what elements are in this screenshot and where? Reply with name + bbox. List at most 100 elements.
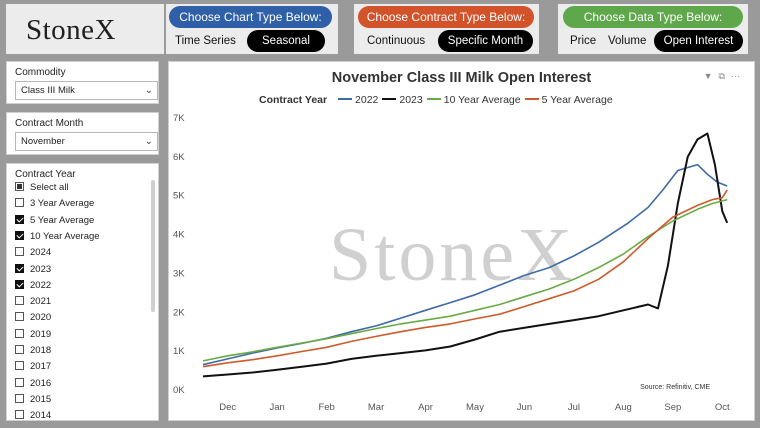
contract-year-item[interactable]: 2017 xyxy=(15,360,51,374)
contract-year-item-label: 2016 xyxy=(30,377,52,389)
legend-label: 2023 xyxy=(399,94,423,106)
contract-month-panel: Contract Month November ⌄ xyxy=(6,112,159,155)
legend-swatch xyxy=(338,98,353,100)
data-type-option-volume[interactable]: Volume xyxy=(608,35,647,47)
checkbox[interactable] xyxy=(15,345,24,354)
checkbox[interactable] xyxy=(15,230,24,240)
filter-icon[interactable]: ▼ xyxy=(703,71,719,81)
x-tick-label: Sep xyxy=(664,402,681,413)
x-tick-label: Aug xyxy=(615,402,632,413)
x-tick-label: Oct xyxy=(715,402,730,413)
data-type-title: Choose Data Type Below: xyxy=(563,6,743,28)
chart-type-option-seasonal[interactable]: Seasonal xyxy=(247,30,325,52)
contract-type-title: Choose Contract Type Below: xyxy=(358,6,534,28)
contract-month-label: Contract Month xyxy=(15,118,84,129)
y-tick-label: 6K xyxy=(173,152,185,163)
contract-year-item[interactable]: 2021 xyxy=(15,295,51,309)
contract-year-item[interactable]: 2016 xyxy=(15,377,51,391)
contract-year-item[interactable]: 2023 xyxy=(15,263,51,277)
checkbox[interactable] xyxy=(15,214,24,224)
header-bar: StoneX Choose Chart Type Below: Time Ser… xyxy=(0,0,760,56)
checkbox[interactable] xyxy=(15,377,24,387)
checkbox[interactable] xyxy=(15,296,24,306)
checkbox[interactable] xyxy=(15,247,24,257)
contract-year-label: Contract Year xyxy=(15,169,76,180)
chart-type-option-time-series[interactable]: Time Series xyxy=(175,35,236,47)
data-type-option-price[interactable]: Price xyxy=(570,35,597,47)
legend-item[interactable]: 2023 xyxy=(378,94,423,106)
contract-year-item-label: 2023 xyxy=(30,263,52,275)
contract-year-item[interactable]: 2022 xyxy=(15,279,51,293)
contract-year-item-label: 2019 xyxy=(30,328,52,340)
contract-year-item[interactable]: Select all xyxy=(15,181,69,195)
contract-month-dropdown[interactable]: November ⌄ xyxy=(15,132,158,151)
legend-item[interactable]: 10 Year Average xyxy=(423,94,521,106)
commodity-panel: Commodity Class III Milk ⌄ xyxy=(6,61,159,104)
checkbox[interactable] xyxy=(15,198,24,208)
chart-source: Source: Refinitiv, CME xyxy=(640,384,710,391)
checkbox[interactable] xyxy=(15,182,24,191)
contract-year-item-label: 2018 xyxy=(30,345,52,356)
checkbox[interactable] xyxy=(15,328,24,338)
contract-year-item-label: Select all xyxy=(30,182,69,193)
legend-title: Contract Year xyxy=(259,94,328,106)
data-type-option-open-interest[interactable]: Open Interest xyxy=(654,30,743,52)
series-line[interactable] xyxy=(202,198,728,362)
contract-year-item[interactable]: 3 Year Average xyxy=(15,197,94,211)
contract-year-item[interactable]: 10 Year Average xyxy=(15,230,100,244)
contract-year-scrollbar[interactable] xyxy=(151,180,155,312)
contract-type-option-specific-month[interactable]: Specific Month xyxy=(438,30,533,52)
contract-year-item-label: 2024 xyxy=(30,247,52,259)
x-tick-label: Jan xyxy=(270,402,285,413)
contract-year-item[interactable]: 2018 xyxy=(15,344,51,358)
commodity-dropdown[interactable]: Class III Milk ⌄ xyxy=(15,81,158,100)
checkbox[interactable] xyxy=(15,312,24,322)
chart-title: November Class III Milk Open Interest xyxy=(331,70,592,86)
x-tick-label: Mar xyxy=(368,402,384,413)
x-tick-label: Jun xyxy=(517,402,532,413)
checkbox[interactable] xyxy=(15,263,24,273)
contract-type-option-continuous[interactable]: Continuous xyxy=(367,35,426,47)
contract-year-item[interactable]: 5 Year Average xyxy=(15,214,94,228)
more-icon[interactable]: ⋯ xyxy=(730,71,746,81)
contract-year-item[interactable]: 2020 xyxy=(15,311,51,325)
y-tick-label: 3K xyxy=(173,268,185,279)
x-tick-label: May xyxy=(466,402,484,413)
contract-year-item-label: 2020 xyxy=(30,312,52,324)
legend-label: 10 Year Average xyxy=(443,94,521,106)
checkbox[interactable] xyxy=(15,410,24,420)
chart-legend: Contract Year 2022 2023 10 Year Average 5 Y… xyxy=(259,94,613,106)
contract-year-panel: Contract Year Select all 3 Year Average 5 … xyxy=(6,163,159,421)
contract-year-item[interactable]: 2015 xyxy=(15,393,51,407)
series-line[interactable] xyxy=(202,163,728,366)
logo-box: StoneX xyxy=(6,4,164,54)
contract-year-item-label: 2015 xyxy=(30,393,52,405)
legend-label: 2022 xyxy=(355,94,379,106)
x-tick-label: Dec xyxy=(219,402,236,413)
contract-year-item-label: 2022 xyxy=(30,279,52,291)
contract-year-item[interactable]: 2019 xyxy=(15,328,51,342)
x-tick-label: Feb xyxy=(318,402,334,413)
chart-panel: November Class III Milk Open Interest ▼⧉… xyxy=(168,61,755,421)
expand-icon[interactable]: ⧉ xyxy=(718,71,731,81)
checkbox[interactable] xyxy=(15,279,24,289)
x-tick-label: Jul xyxy=(568,402,580,413)
y-tick-label: 5K xyxy=(173,191,185,202)
series-line[interactable] xyxy=(202,189,728,368)
legend-item[interactable]: 5 Year Average xyxy=(521,94,613,106)
legend-item[interactable]: 2022 xyxy=(334,94,378,106)
contract-year-item-label: 5 Year Average xyxy=(30,214,95,226)
checkbox[interactable] xyxy=(15,393,24,403)
chart-toolbar: ▼⧉⋯ xyxy=(704,71,746,82)
chart-plot: 0K 1K 2K 3K 4K 5K 6K 7K Dec Jan Feb Mar Apr May Jun Jul… xyxy=(173,113,730,413)
series-line[interactable] xyxy=(202,132,729,378)
contract-year-item-label: 2021 xyxy=(30,296,52,308)
contract-year-item[interactable]: 2024 xyxy=(15,246,51,260)
contract-year-item-label: 2014 xyxy=(30,410,52,421)
legend-swatch xyxy=(524,98,539,100)
contract-year-item[interactable]: 2014 xyxy=(15,409,52,421)
contract-month-value: November xyxy=(21,136,65,147)
checkbox[interactable] xyxy=(15,361,24,371)
y-tick-label: 7K xyxy=(173,113,185,124)
chevron-down-icon: ⌄ xyxy=(144,85,153,96)
